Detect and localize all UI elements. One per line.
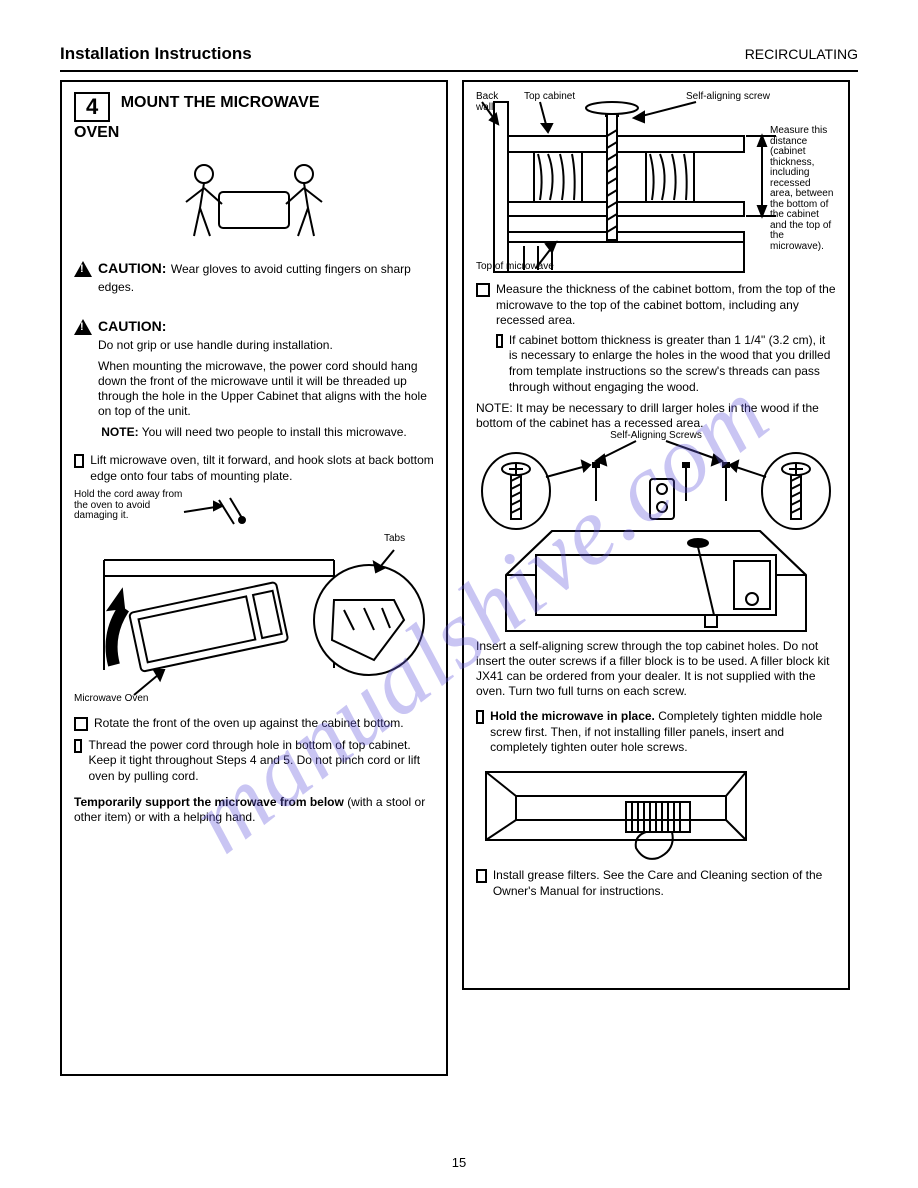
insert-screw-text-b: Turn two full turns on each screw. bbox=[508, 684, 686, 698]
checklist-thread-cord: Thread the power cord through hole in bo… bbox=[74, 738, 434, 785]
screws-installation-illustration: Self-Aligning Screws bbox=[476, 435, 836, 635]
grease-filter-illustration bbox=[476, 762, 836, 862]
warning-icon bbox=[74, 319, 92, 335]
checklist-hold-tighten: Hold the microwave in place. Completely … bbox=[476, 709, 836, 756]
support-note: Temporarily support the microwave from b… bbox=[74, 795, 434, 825]
tabs-caption: Tabs bbox=[384, 534, 405, 545]
checklist-install-filters: Install grease filters. See the Care and… bbox=[476, 868, 836, 899]
caution-2-text-a: Do not grip or use handle during install… bbox=[98, 338, 434, 353]
screws-label: Self-Aligning Screws bbox=[606, 431, 706, 442]
self-align-screw-label: Self-aligning screw bbox=[686, 92, 776, 103]
checkbox-icon bbox=[476, 869, 487, 883]
caution-1: CAUTION: Wear gloves to avoid cutting fi… bbox=[74, 260, 434, 296]
note-head: NOTE: bbox=[101, 425, 138, 439]
checkbox-icon bbox=[476, 710, 484, 724]
microwave-caption: Microwave Oven bbox=[74, 694, 154, 705]
two-person-lift-illustration bbox=[74, 146, 434, 256]
top-cabinet-label: Top cabinet bbox=[524, 92, 576, 103]
content-columns: 4 MOUNT THE MICROWAVE OVEN bbox=[60, 80, 858, 1076]
warning-icon bbox=[74, 261, 92, 277]
header-subtitle: RECIRCULATING bbox=[745, 46, 858, 62]
checklist-rotate-text: Rotate the front of the oven up against … bbox=[94, 716, 404, 732]
checklist-thread-cord-text: Thread the power cord through hole in bo… bbox=[88, 738, 434, 785]
checkbox-icon bbox=[496, 334, 503, 348]
caution-1-word: CAUTION: bbox=[98, 260, 166, 276]
cord-caption: Hold the cord away from the oven to avoi… bbox=[74, 490, 184, 522]
header-title: Installation Instructions bbox=[60, 44, 252, 64]
checklist-rotate: Rotate the front of the oven up against … bbox=[74, 716, 434, 732]
cabinet-cross-section-illustration: Back wall Top cabinet Self-aligning scre… bbox=[476, 96, 836, 276]
note-body: You will need two people to install this… bbox=[142, 425, 407, 439]
right-column: Back wall Top cabinet Self-aligning scre… bbox=[462, 80, 850, 990]
caution-2-text-b: When mounting the microwave, the power c… bbox=[98, 359, 434, 419]
checkbox-icon bbox=[74, 739, 82, 753]
checklist-lift-hook-text: Lift microwave oven, tilt it forward, an… bbox=[90, 453, 434, 484]
checkbox-icon bbox=[476, 283, 490, 297]
checklist-measure: Measure the thickness of the cabinet bot… bbox=[476, 282, 836, 395]
checkbox-icon bbox=[74, 717, 88, 731]
mount-tilt-illustration: Hold the cord away from the oven to avoi… bbox=[74, 490, 434, 710]
step-subtitle: OVEN bbox=[74, 124, 434, 142]
hold-microwave-head: Hold the microwave in place. bbox=[490, 709, 655, 723]
page-number: 15 bbox=[0, 1155, 918, 1170]
caution-2-word: CAUTION: bbox=[98, 318, 166, 334]
left-column: 4 MOUNT THE MICROWAVE OVEN bbox=[60, 80, 448, 1076]
support-note-bold: Temporarily support the microwave from b… bbox=[74, 795, 344, 809]
insert-screw-text: Insert a self-aligning screw through the… bbox=[476, 639, 836, 699]
measure-distance-label: Measure this distance (cabinet thickness… bbox=[770, 126, 836, 252]
inline-checkbox bbox=[704, 613, 724, 631]
checkbox-icon bbox=[74, 454, 84, 468]
insert-screw-text-a: Insert a self-aligning screw through the… bbox=[476, 639, 780, 653]
checklist-install-filters-text: Install grease filters. See the Care and… bbox=[493, 868, 836, 899]
two-people-note: NOTE: You will need two people to instal… bbox=[74, 425, 434, 439]
back-wall-label: Back wall bbox=[476, 92, 516, 113]
checklist-measure-text: Measure the thickness of the cabinet bot… bbox=[496, 282, 836, 327]
step-title: MOUNT THE MICROWAVE bbox=[121, 94, 320, 112]
page-header: Installation Instructions RECIRCULATING bbox=[60, 44, 858, 72]
checkbox-icon bbox=[704, 614, 718, 628]
checklist-enlarge-holes-text: If cabinet bottom thickness is greater t… bbox=[509, 333, 836, 395]
note-larger-holes: NOTE: It may be necessary to drill large… bbox=[476, 401, 836, 431]
step-number-box: 4 bbox=[74, 92, 110, 122]
caution-2: CAUTION: Do not grip or use handle durin… bbox=[74, 318, 434, 419]
top-of-microwave-label: Top of microwave bbox=[476, 262, 566, 273]
checklist-lift-hook: Lift microwave oven, tilt it forward, an… bbox=[74, 453, 434, 484]
